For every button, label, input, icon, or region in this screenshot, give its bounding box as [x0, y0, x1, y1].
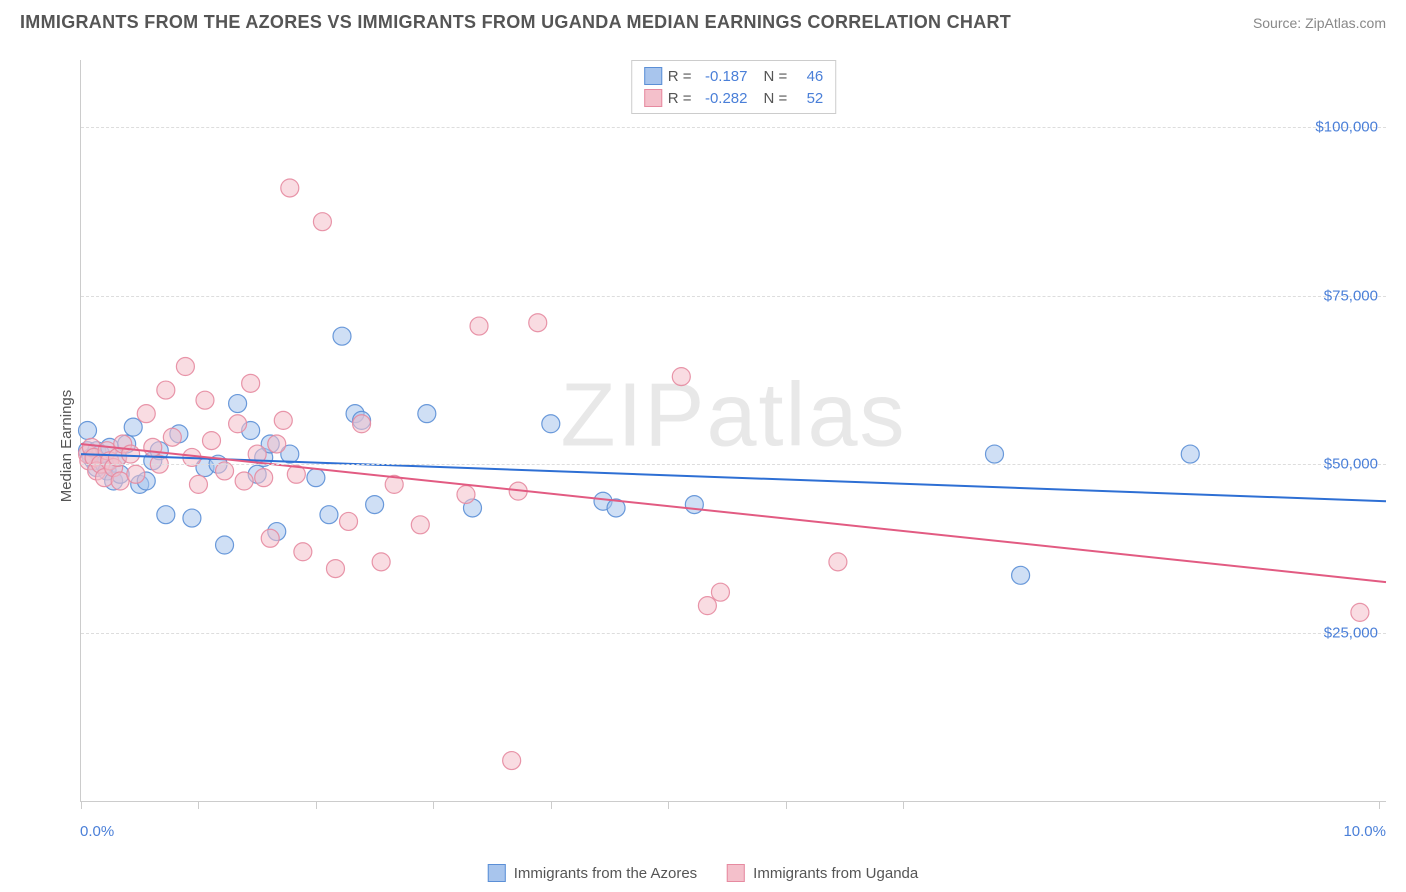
legend-swatch: [644, 67, 662, 85]
chart-container: ZIPatlas R =-0.187N =46R =-0.282N =52 $2…: [50, 60, 1386, 832]
legend-item: Immigrants from Uganda: [727, 864, 918, 882]
r-value: -0.187: [698, 68, 748, 85]
data-point: [274, 411, 292, 429]
x-tick: [668, 801, 669, 809]
data-point: [261, 529, 279, 547]
chart-title: IMMIGRANTS FROM THE AZORES VS IMMIGRANTS…: [20, 12, 1011, 33]
data-point: [216, 536, 234, 554]
x-tick: [551, 801, 552, 809]
x-tick: [433, 801, 434, 809]
x-tick: [81, 801, 82, 809]
y-tick-label: $50,000: [1324, 456, 1378, 473]
data-point: [127, 465, 145, 483]
data-point: [144, 438, 162, 456]
y-tick-label: $25,000: [1324, 624, 1378, 641]
scatter-plot: [81, 60, 1386, 801]
gridline: [81, 127, 1386, 128]
data-point: [79, 422, 97, 440]
data-point: [340, 512, 358, 530]
legend-label: Immigrants from the Azores: [514, 865, 697, 882]
data-point: [326, 560, 344, 578]
data-point: [353, 415, 371, 433]
data-point: [333, 327, 351, 345]
data-point: [829, 553, 847, 571]
data-point: [1351, 603, 1369, 621]
data-point: [672, 368, 690, 386]
stats-legend: R = -0.187 N = 46 R = -0.282 N = 52: [631, 60, 837, 114]
data-point: [137, 405, 155, 423]
gridline: [81, 464, 1386, 465]
plot-area: ZIPatlas R =-0.187N =46R =-0.282N =52 $2…: [80, 60, 1386, 802]
n-label: N =: [764, 68, 788, 85]
data-point: [503, 752, 521, 770]
data-point: [163, 428, 181, 446]
data-point: [294, 543, 312, 561]
data-point: [418, 405, 436, 423]
data-point: [157, 506, 175, 524]
gridline: [81, 296, 1386, 297]
data-point: [986, 445, 1004, 463]
data-point: [235, 472, 253, 490]
legend-swatch: [488, 864, 506, 882]
data-point: [281, 179, 299, 197]
data-point: [711, 583, 729, 601]
data-point: [189, 475, 207, 493]
data-point: [1181, 445, 1199, 463]
x-min-label: 0.0%: [80, 823, 114, 840]
data-point: [203, 432, 221, 450]
n-value: 46: [793, 68, 823, 85]
data-point: [320, 506, 338, 524]
legend-label: Immigrants from Uganda: [753, 865, 918, 882]
y-tick-label: $75,000: [1324, 287, 1378, 304]
data-point: [229, 395, 247, 413]
data-point: [196, 391, 214, 409]
data-point: [229, 415, 247, 433]
stats-row: R = -0.187 N = 46: [644, 65, 824, 87]
data-point: [366, 496, 384, 514]
data-point: [411, 516, 429, 534]
data-point: [698, 597, 716, 615]
data-point: [542, 415, 560, 433]
legend-item: Immigrants from the Azores: [488, 864, 697, 882]
r-label: R =: [668, 68, 692, 85]
x-max-label: 10.0%: [1343, 823, 1386, 840]
series-legend: Immigrants from the Azores Immigrants fro…: [488, 864, 918, 882]
data-point: [157, 381, 175, 399]
data-point: [685, 496, 703, 514]
gridline: [81, 633, 1386, 634]
data-point: [470, 317, 488, 335]
data-point: [457, 485, 475, 503]
x-tick: [316, 801, 317, 809]
y-tick-label: $100,000: [1315, 119, 1378, 136]
x-tick: [903, 801, 904, 809]
n-label: N =: [764, 90, 788, 107]
data-point: [242, 374, 260, 392]
data-point: [255, 469, 273, 487]
legend-swatch: [644, 89, 662, 107]
r-value: -0.282: [698, 90, 748, 107]
data-point: [313, 213, 331, 231]
data-point: [529, 314, 547, 332]
x-tick: [1379, 801, 1380, 809]
data-point: [1012, 566, 1030, 584]
data-point: [372, 553, 390, 571]
data-point: [307, 469, 325, 487]
x-tick: [786, 801, 787, 809]
n-value: 52: [793, 90, 823, 107]
x-tick: [198, 801, 199, 809]
legend-swatch: [727, 864, 745, 882]
data-point: [176, 358, 194, 376]
data-point: [124, 418, 142, 436]
source-label: Source: ZipAtlas.com: [1253, 15, 1386, 31]
data-point: [183, 509, 201, 527]
r-label: R =: [668, 90, 692, 107]
stats-row: R = -0.282 N = 52: [644, 87, 824, 109]
data-point: [268, 435, 286, 453]
